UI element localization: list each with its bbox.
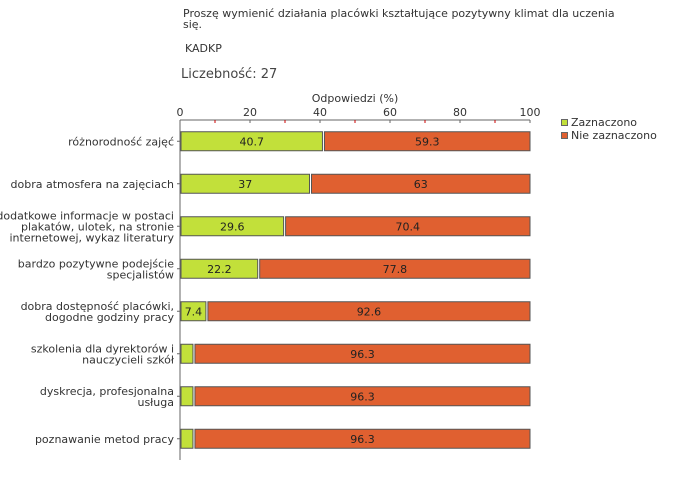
x-tick-label: 100 xyxy=(520,106,541,119)
bar-not-selected-dyskrecja xyxy=(194,386,531,407)
count-value: 27 xyxy=(260,67,278,82)
x-tick-label: 0 xyxy=(177,106,184,119)
category-label-dyskrecja: dyskrecja, profesjonalna xyxy=(40,385,174,398)
bar-value-label: 96.3 xyxy=(350,348,375,361)
bar-not-selected-roznorodnosc-zajec xyxy=(323,131,531,152)
legend-swatch-selected xyxy=(561,119,568,126)
category-label-dodatkowe-informacje: plakatów, ulotek, na stronie xyxy=(21,220,174,233)
category-label-roznorodnosc-zajec: różnorodność zajęć xyxy=(68,135,174,148)
question-text: Proszę wymienić działania placówki kszta… xyxy=(183,7,615,31)
x-tick-label: 40 xyxy=(313,106,327,119)
bar-value-label: 96.3 xyxy=(350,433,375,446)
category-label-dodatkowe-informacje: internetowej, wykaz literatury xyxy=(9,231,174,244)
bar-value-label: 7.4 xyxy=(185,305,203,318)
bar-value-label: 92.6 xyxy=(357,305,382,318)
bar-selected-dobra-atmosfera xyxy=(180,173,310,194)
bar-value-label: 29.6 xyxy=(220,220,245,233)
category-label-dostepnosc-placowki: dogodne godziny pracy xyxy=(45,311,174,324)
bar-not-selected-szkolenia-dyrektorow xyxy=(194,343,531,364)
bar-selected-dyskrecja xyxy=(180,386,194,407)
bar-not-selected-dostepnosc-placowki xyxy=(207,301,531,322)
legend-swatch-not-selected xyxy=(561,132,568,139)
x-tick-label: 60 xyxy=(383,106,397,119)
sample-count: Liczebność: 27 xyxy=(181,67,277,82)
category-label-dodatkowe-informacje: dodatkowe informacje w postaci xyxy=(0,209,174,222)
category-label-dobra-atmosfera: dobra atmosfera na zajęciach xyxy=(11,178,175,191)
bar-selected-poznawanie-metod xyxy=(180,428,194,449)
bar-not-selected-pozytywne-podejscie xyxy=(259,258,531,279)
category-label-dostepnosc-placowki: dobra dostępność placówki, xyxy=(21,300,174,313)
x-tick-label: 80 xyxy=(453,106,467,119)
bar-selected-szkolenia-dyrektorow xyxy=(180,343,194,364)
bar-selected-roznorodnosc-zajec xyxy=(180,131,323,152)
bar-value-label: 37 xyxy=(238,178,252,191)
legend-item-not-selected: Nie zaznaczono xyxy=(561,129,657,142)
bar-value-label: 70.4 xyxy=(396,220,421,233)
category-label-poznawanie-metod: poznawanie metod pracy xyxy=(35,433,175,446)
bar-selected-dodatkowe-informacje xyxy=(180,216,285,237)
question-code: KADKP xyxy=(185,42,222,55)
bar-value-label: 22.2 xyxy=(207,263,232,276)
bar-selected-dostepnosc-placowki xyxy=(180,301,207,322)
bar-value-label: 77.8 xyxy=(383,263,408,276)
x-axis-label: Odpowiedzi (%) xyxy=(312,92,399,105)
bar-value-label: 59.3 xyxy=(415,135,440,148)
category-label-dyskrecja: usługa xyxy=(137,396,174,409)
bar-value-label: 96.3 xyxy=(350,390,375,403)
category-label-pozytywne-podejscie: specjalistów xyxy=(107,268,174,281)
bar-selected-pozytywne-podejscie xyxy=(180,258,259,279)
x-tick-label: 20 xyxy=(243,106,257,119)
legend-label-selected: Zaznaczono xyxy=(571,116,638,129)
category-label-szkolenia-dyrektorow: szkolenia dla dyrektorów i xyxy=(31,342,174,355)
bar-not-selected-dobra-atmosfera xyxy=(311,173,531,194)
legend-label-not-selected: Nie zaznaczono xyxy=(571,129,657,142)
legend-item-selected: Zaznaczono xyxy=(561,116,657,129)
bar-not-selected-dodatkowe-informacje xyxy=(285,216,531,237)
bar-value-label: 40.7 xyxy=(239,135,264,148)
legend: Zaznaczono Nie zaznaczono xyxy=(561,116,657,142)
category-label-pozytywne-podejscie: bardzo pozytywne podejście xyxy=(18,257,174,270)
bar-value-label: 63 xyxy=(414,178,428,191)
category-label-szkolenia-dyrektorow: nauczycieli szkół xyxy=(82,353,175,366)
bar-not-selected-poznawanie-metod xyxy=(194,428,531,449)
count-label: Liczebność: xyxy=(181,67,257,82)
